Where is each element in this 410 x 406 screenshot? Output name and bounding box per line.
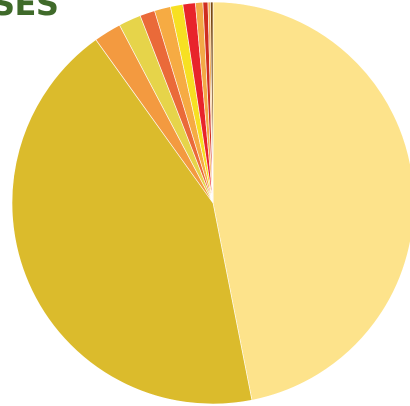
pie-slice-1 bbox=[212, 1, 410, 401]
chart-title: SES bbox=[0, 0, 59, 23]
pie-slice-12 bbox=[210, 1, 214, 204]
pie-slice-2 bbox=[11, 39, 253, 405]
